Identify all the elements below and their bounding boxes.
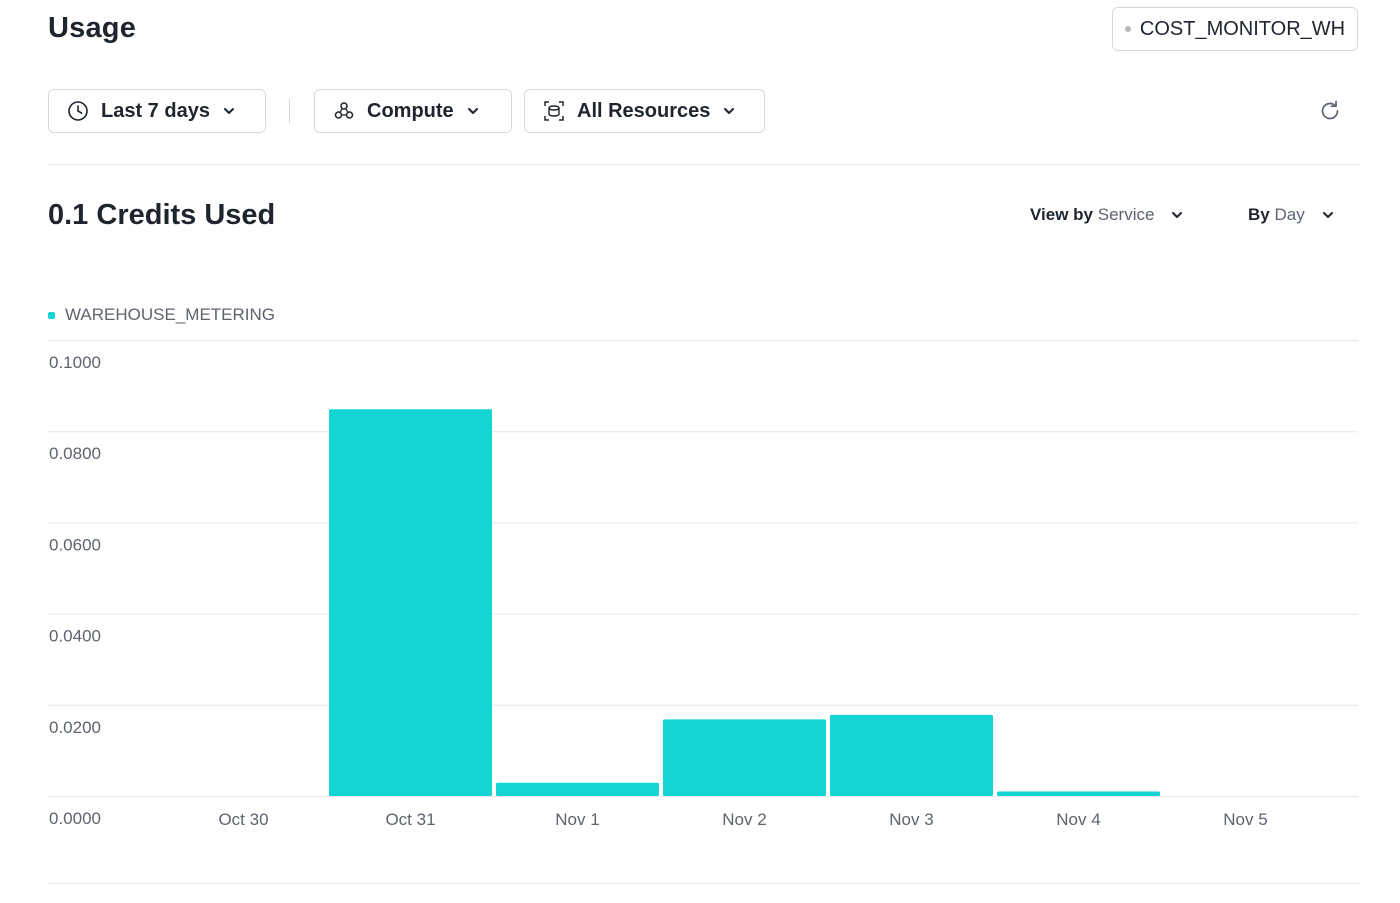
y-tick-label: 0.0000	[49, 809, 101, 828]
time-range-label: Last 7 days	[101, 99, 210, 122]
x-tick-label: Oct 31	[385, 810, 435, 829]
x-tick-label: Nov 4	[1056, 810, 1100, 829]
chevron-down-icon	[1172, 212, 1183, 218]
bar	[997, 791, 1160, 796]
legend-swatch	[48, 311, 55, 319]
category-label: Compute	[367, 99, 454, 122]
credits-used-heading: 0.1 Credits Used	[48, 199, 276, 231]
group-by-label: By	[1248, 205, 1270, 224]
page-title: Usage	[48, 12, 137, 44]
time-range-dropdown[interactable]: Last 7 days	[48, 89, 266, 133]
compute-icon	[334, 102, 354, 119]
x-tick-label: Nov 2	[722, 810, 766, 829]
y-tick-label: 0.0200	[49, 718, 101, 737]
status-dot-icon	[1124, 26, 1131, 32]
bar	[830, 714, 993, 796]
bar	[496, 782, 659, 796]
category-dropdown[interactable]: Compute	[314, 89, 512, 133]
chevron-down-icon	[467, 108, 478, 114]
chevron-down-icon	[223, 108, 234, 114]
refresh-icon[interactable]	[1317, 98, 1343, 124]
view-by-dropdown[interactable]: View by Service	[1030, 205, 1184, 225]
chevron-down-icon	[1322, 212, 1333, 218]
x-tick-label: Nov 3	[889, 810, 933, 829]
x-tick-label: Oct 30	[218, 810, 268, 829]
group-by-value: Day	[1274, 205, 1305, 224]
legend-label: WAREHOUSE_METERING	[65, 305, 276, 324]
bar	[329, 409, 492, 796]
x-tick-label: Nov 1	[555, 810, 599, 829]
resources-label: All Resources	[577, 99, 711, 122]
filter-divider	[289, 99, 290, 123]
bar	[663, 719, 826, 796]
chevron-down-icon	[724, 108, 735, 114]
y-tick-label: 0.0600	[49, 535, 101, 554]
y-tick-label: 0.0800	[49, 444, 101, 463]
section-divider	[48, 164, 1361, 165]
resources-dropdown[interactable]: All Resources	[524, 89, 765, 133]
warehouse-name: COST_MONITOR_WH	[1139, 17, 1346, 40]
bottom-divider	[48, 883, 1361, 884]
chart-legend[interactable]: WAREHOUSE_METERING	[48, 305, 275, 325]
clock-icon	[68, 101, 88, 121]
y-tick-label: 0.1000	[49, 353, 101, 372]
resources-icon	[544, 101, 564, 121]
usage-bar-chart: 0.0000 0.0200 0.0400 0.0600 0.0800 0.1000 Oct …	[48, 340, 1358, 829]
y-tick-label: 0.0400	[49, 627, 101, 646]
group-by-dropdown[interactable]: By Day	[1248, 205, 1335, 225]
view-by-label: View by	[1030, 205, 1093, 224]
view-by-value: Service	[1097, 205, 1155, 224]
warehouse-badge[interactable]: COST_MONITOR_WH	[1112, 7, 1358, 51]
x-tick-label: Nov 5	[1223, 810, 1267, 829]
